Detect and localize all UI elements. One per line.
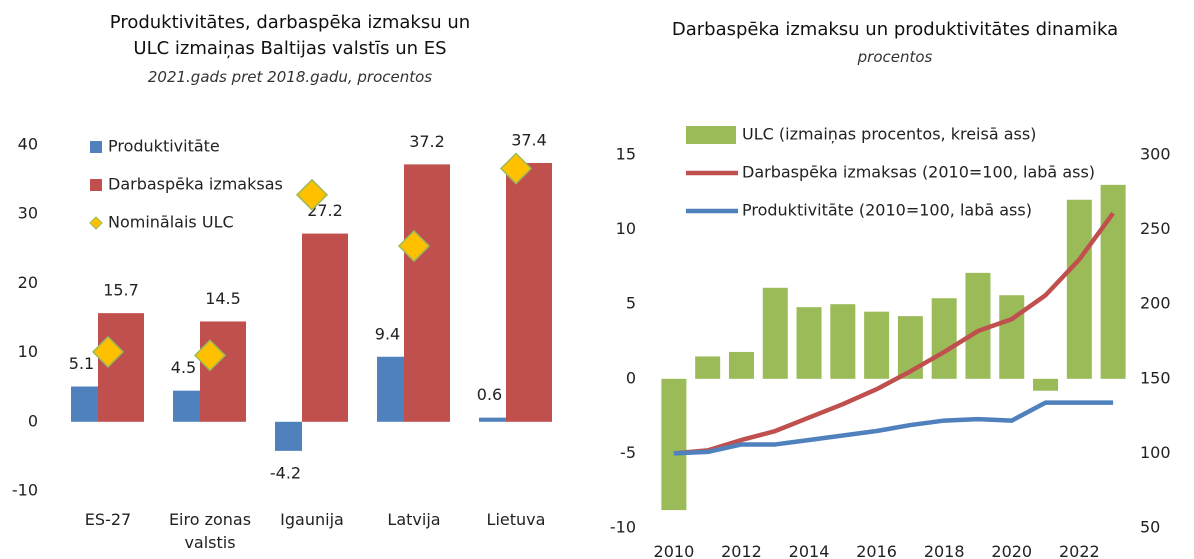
- bar: [302, 233, 348, 422]
- bar: [275, 421, 302, 451]
- y-tick-label: -10: [12, 481, 38, 500]
- line: [673, 400, 1114, 456]
- bar: [931, 298, 957, 379]
- legend-swatch: [686, 126, 736, 144]
- data-label: 0.6: [477, 385, 502, 404]
- y-tick-label: 0: [28, 411, 38, 430]
- bar: [661, 378, 687, 511]
- y-tick-label: 5: [626, 294, 636, 313]
- bar: [830, 304, 856, 379]
- x-tick-label: 2012: [721, 542, 762, 559]
- bar: [404, 164, 450, 422]
- y-tick-label: -10: [610, 518, 636, 537]
- y-tick-label: 40: [18, 135, 38, 154]
- y2-tick-label: 250: [1140, 219, 1171, 238]
- x-tick-label: 2016: [856, 542, 897, 559]
- legend-swatch: [89, 216, 103, 230]
- chart-subtitle: 2021.gads pret 2018.gadu, procentos: [147, 68, 433, 86]
- bar: [796, 307, 822, 379]
- data-label: 37.2: [409, 132, 445, 151]
- bar: [728, 351, 754, 379]
- y-tick-label: 10: [616, 219, 636, 238]
- y2-tick-label: 200: [1140, 294, 1171, 313]
- x-tick-label: 2020: [991, 542, 1033, 559]
- data-label: 9.4: [375, 324, 400, 343]
- chart-subtitle: procentos: [857, 48, 933, 66]
- data-label: 37.4: [511, 130, 547, 149]
- data-label: 5.1: [69, 354, 94, 373]
- y-tick-label: 15: [616, 145, 636, 164]
- x-tick-label: Latvija: [387, 510, 441, 529]
- data-label: 4.5: [171, 358, 196, 377]
- legend-label: Nominālais ULC: [108, 213, 234, 232]
- bar: [695, 356, 721, 379]
- diamond-marker: [193, 339, 227, 372]
- x-tick-label: Lietuva: [486, 510, 546, 529]
- bar: [1066, 199, 1092, 379]
- bar: [173, 390, 200, 422]
- legend-swatch: [90, 179, 102, 191]
- y2-tick-label: 50: [1140, 518, 1160, 537]
- x-tick-label: 2018: [923, 542, 965, 559]
- y2-tick-label: 150: [1140, 368, 1171, 387]
- y-tick-label: 30: [18, 204, 38, 223]
- x-tick-label: Igaunija: [280, 510, 344, 529]
- bar: [506, 162, 552, 422]
- diamond-marker: [397, 229, 431, 263]
- legend-label: Produktivitāte: [108, 137, 220, 156]
- x-tick-label: 2022: [1058, 542, 1100, 559]
- bar: [200, 321, 246, 422]
- diamond-marker: [91, 335, 125, 368]
- y2-tick-label: 300: [1140, 145, 1171, 164]
- legend-label: ULC (izmaiņas procentos, kreisā ass): [742, 125, 1036, 144]
- diamond-marker: [295, 178, 329, 211]
- y-tick-label: 0: [626, 368, 636, 387]
- line: [673, 211, 1115, 456]
- x-tick-label: Eiro zonas valstis: [168, 510, 252, 552]
- data-label: -4.2: [270, 463, 301, 482]
- bar: [762, 287, 788, 379]
- legend-swatch: [90, 141, 102, 153]
- bar: [864, 311, 890, 379]
- data-label: 15.7: [103, 281, 139, 300]
- y-tick-label: 10: [18, 342, 38, 361]
- data-label: 14.5: [205, 289, 241, 308]
- legend-label: Darbaspēka izmaksas (2010=100, labā ass): [742, 163, 1095, 182]
- bar: [377, 356, 404, 422]
- legend-label: Produktivitāte (2010=100, labā ass): [742, 201, 1032, 220]
- legend-label: Darbaspēka izmaksas: [108, 175, 283, 194]
- diamond-marker: [499, 152, 533, 185]
- x-tick-label: ES-27: [84, 510, 132, 529]
- bar: [71, 386, 98, 422]
- bar: [1033, 378, 1059, 391]
- x-tick-label: 2014: [788, 542, 830, 559]
- y-tick-label: 20: [18, 273, 38, 292]
- bar: [999, 295, 1025, 379]
- bar: [1100, 184, 1126, 379]
- y-tick-label: -5: [620, 443, 636, 462]
- x-tick-label: 2010: [653, 542, 695, 559]
- bar: [98, 313, 144, 422]
- chart-title: Darbaspēka izmaksu un produktivitātes di…: [671, 19, 1119, 40]
- bar: [479, 417, 506, 422]
- chart-title: Produktivitātes, darbaspēka izmaksu un U…: [109, 12, 471, 59]
- y2-tick-label: 100: [1140, 443, 1171, 462]
